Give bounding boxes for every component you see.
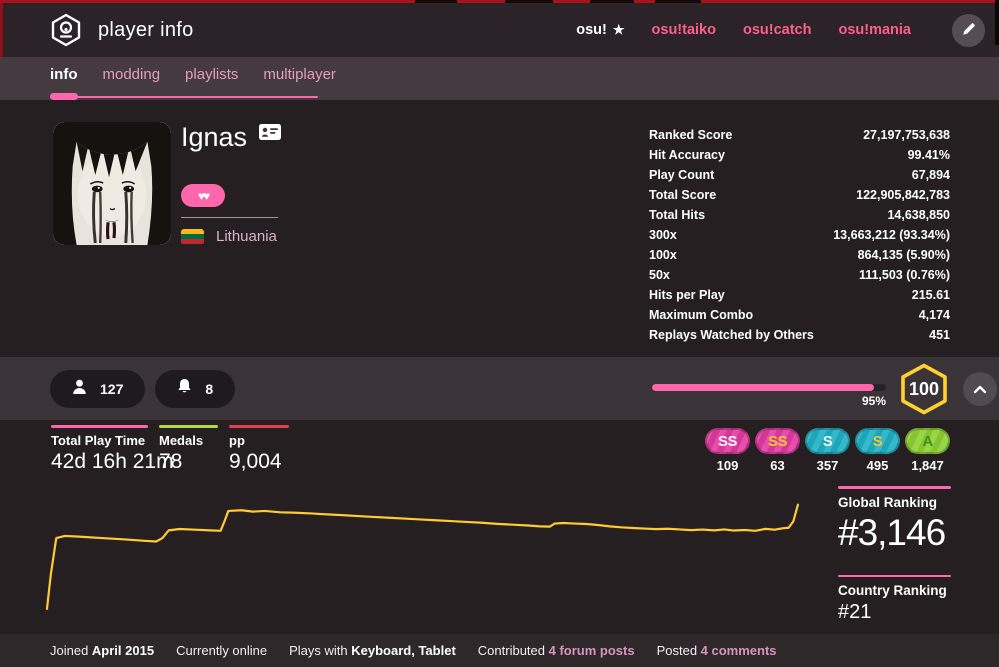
grade-sh: S 357 [803,428,852,473]
tab-active-indicator [50,93,78,100]
window-left-edge [0,3,3,57]
tab-playlists[interactable]: playlists [185,66,239,83]
rank-history-line [47,505,798,609]
profile-card-icon[interactable] [259,124,282,145]
stat-row: 100x 864,135 (5.90%) [649,248,950,262]
mode-mania[interactable]: osu!mania [838,22,911,38]
mode-taiko[interactable]: osu!taiko [651,22,716,38]
friends-pill[interactable]: 127 [50,370,146,408]
level-value: 100 [908,378,940,399]
ranking-divider [838,486,951,489]
rank-history-chart [40,488,815,627]
country-ranking-value: #21 [838,601,872,623]
stat-row: Replays Watched by Others 451 [649,328,950,342]
star-icon: ★ [612,22,625,37]
country-ranking-label: Country Ranking [838,583,947,598]
level-progress-fill [652,384,875,391]
global-ranking-value: #3,146 [838,511,946,553]
notifications-count: 8 [205,381,214,397]
footer: Joined April 2015 Currently online Plays… [0,634,999,667]
window-right-edge [995,0,999,45]
medals: Medals 78 [159,425,218,474]
collapse-button[interactable] [963,372,997,406]
highlight-stats: Total Play Time 42d 16h 21m Medals 78 pp… [51,425,300,474]
grade-ss: SS 63 [753,428,802,473]
mode-osu[interactable]: osu! ★ [576,22,624,38]
comments: Posted 4 comments [656,643,777,658]
header: player info osu! ★ osu!taiko osu!catch o… [0,3,999,57]
grade-ssh-pill: SS [705,428,750,454]
tab-info[interactable]: info [50,66,78,83]
stat-row: 300x 13,663,212 (93.34%) [649,228,950,242]
grade-s-pill: S [855,428,900,454]
grade-ssh: SS 109 [703,428,752,473]
username: Ignas [181,122,248,152]
stat-row: Play Count 67,894 [649,168,950,182]
grade-ss-pill: SS [755,428,800,454]
rankings-panel: Global Ranking #3,146 Country Ranking #2… [838,486,951,624]
top-edge-dash [505,0,553,3]
mode-osu-label: osu! [576,22,607,38]
chevron-up-icon [973,382,987,397]
lithuania-flag-icon [181,228,204,245]
grade-a: A 1,847 [903,428,952,473]
ranking-divider [838,574,951,577]
global-ranking-label: Global Ranking [838,494,938,510]
identity: Ignas ♥♥ [181,122,381,245]
window-top-edge [0,0,999,3]
forum-posts: Contributed 4 forum posts [477,643,635,658]
stat-row: Total Hits 14,638,850 [649,208,950,222]
tab-underline [50,95,318,98]
section-tabs: info modding playlists multiplayer [0,57,999,100]
hearts-icon: ♥♥ [197,188,210,203]
stat-row: 50x 111,503 (0.76%) [649,268,950,282]
stat-row: Hits per Play 215.61 [649,288,950,302]
tab-multiplayer[interactable]: multiplayer [263,66,336,83]
stat-row: Total Score 122,905,842,783 [649,188,950,202]
stats-list: Ranked Score 27,197,753,638 Hit Accuracy 9… [649,125,950,345]
page-title: player info [98,18,194,41]
forum-posts-link[interactable]: 4 forum posts [548,643,635,658]
top-edge-dash [590,0,634,3]
mode-catch[interactable]: osu!catch [742,22,812,38]
notifications-pill[interactable]: 8 [155,370,236,408]
social-level-bar: 127 8 95% 100 [0,357,999,420]
profile-summary: Ignas ♥♥ [0,100,999,357]
total-play-time: Total Play Time 42d 16h 21m [51,425,174,474]
ruleset-nav: osu! ★ osu!taiko osu!catch osu!mania [576,13,985,47]
pencil-icon [961,21,977,40]
stat-row: Maximum Combo 4,174 [649,308,950,322]
friends-count: 127 [100,381,124,397]
detail-section: Total Play Time 42d 16h 21m Medals 78 pp… [0,420,999,634]
grade-s: S 495 [853,428,902,473]
online-status: Currently online [176,643,268,658]
country-row[interactable]: Lithuania [181,228,277,245]
comments-link[interactable]: 4 comments [700,643,777,658]
pp: pp 9,004 [229,425,289,474]
bell-icon [177,378,192,400]
level-progress-track [652,384,886,391]
grade-sh-pill: S [805,428,850,454]
grade-a-pill: A [905,428,950,454]
grade-counts: SS 109 SS 63 S 357 S 495 [703,428,952,473]
stat-row: Ranked Score 27,197,753,638 [649,128,950,142]
edit-profile-button[interactable] [952,13,985,47]
plays-with: Plays with Keyboard, Tablet [289,643,456,658]
avatar[interactable] [53,122,171,245]
level-progress: 95% [652,384,886,408]
level-badge: 100 [898,363,950,415]
player-info-icon [48,12,84,48]
top-edge-dash [655,0,701,3]
supporter-badge[interactable]: ♥♥ [181,184,225,207]
tab-modding[interactable]: modding [102,66,161,83]
joined-date: Joined April 2015 [50,643,155,658]
top-edge-dash [415,0,457,3]
identity-divider [181,217,278,218]
stat-row: Hit Accuracy 99.41% [649,148,950,162]
person-icon [72,379,87,400]
country-name: Lithuania [216,228,277,245]
level-progress-label: 95% [861,394,886,408]
